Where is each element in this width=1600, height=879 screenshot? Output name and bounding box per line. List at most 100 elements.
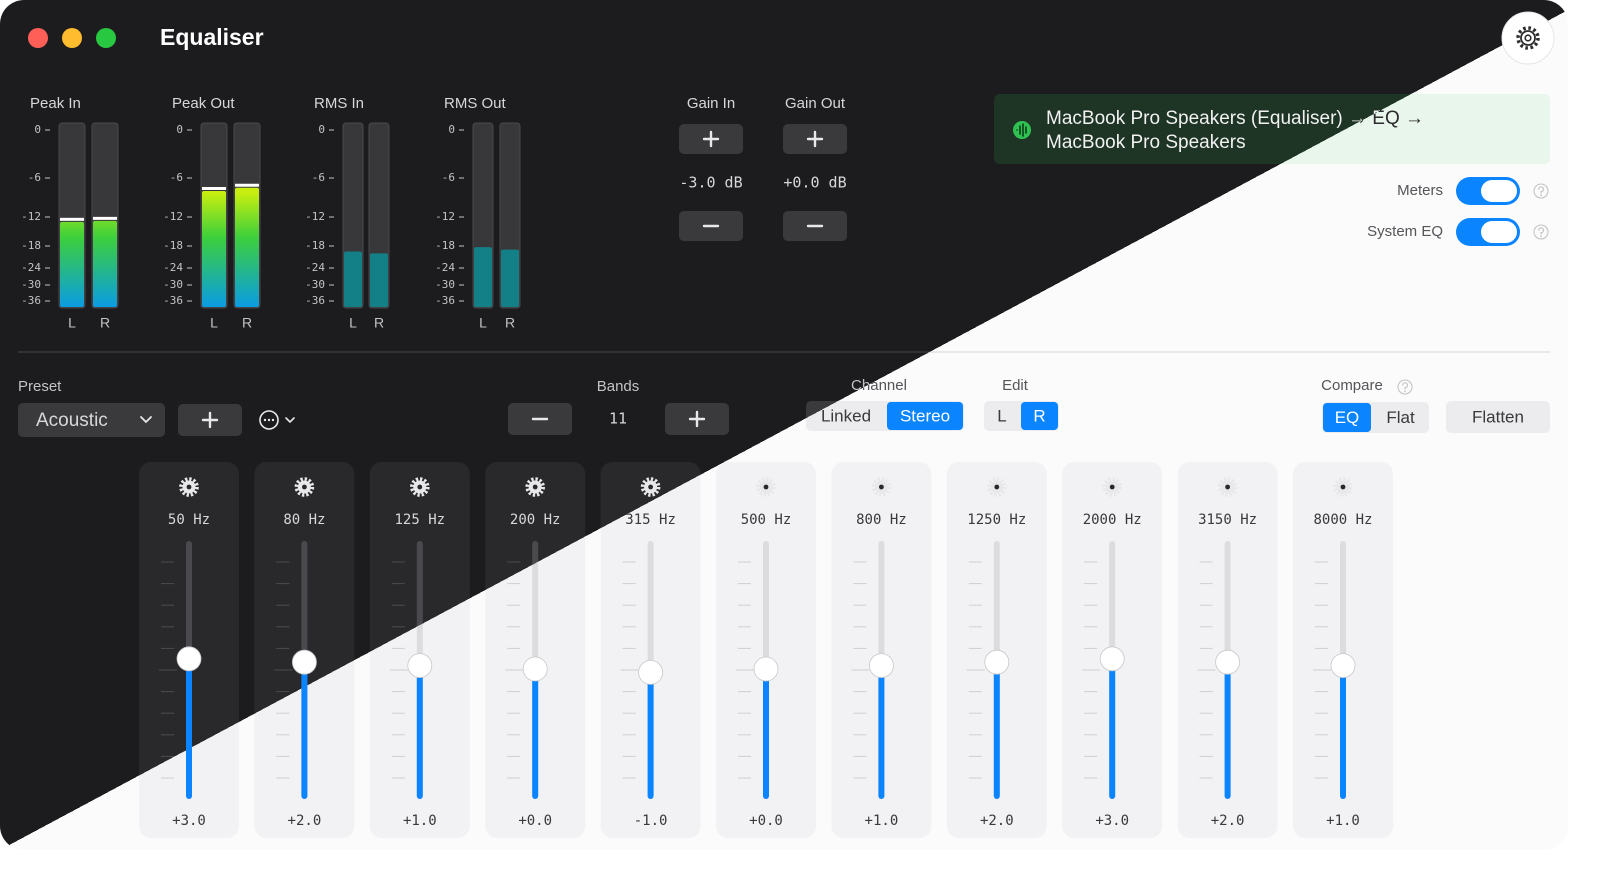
help-icon[interactable] bbox=[1397, 379, 1413, 395]
gear-teeth bbox=[1102, 477, 1122, 497]
help-icon[interactable] bbox=[1533, 224, 1549, 240]
more-dot bbox=[271, 418, 275, 422]
close-button[interactable] bbox=[28, 28, 48, 48]
meter-scale-label: -18 bbox=[21, 239, 41, 252]
settings-button[interactable] bbox=[1501, 11, 1555, 65]
settings-gear-hub bbox=[1524, 34, 1532, 42]
slider-knob[interactable] bbox=[176, 646, 202, 672]
meter-channel-label: R bbox=[374, 315, 384, 331]
gear-teeth bbox=[640, 477, 661, 497]
gear-teeth bbox=[1217, 477, 1238, 497]
slider-knob[interactable] bbox=[638, 660, 663, 685]
meter-level bbox=[501, 249, 519, 307]
meter-peak-hold bbox=[93, 216, 117, 220]
edit-selected[interactable] bbox=[1021, 402, 1058, 430]
meter-peak-hold bbox=[235, 183, 259, 187]
gear-hole bbox=[186, 484, 192, 490]
band-settings-button[interactable] bbox=[1217, 477, 1238, 497]
band-gain: +3.0 bbox=[1095, 813, 1129, 829]
more-dot bbox=[267, 418, 271, 422]
routing-wave-icon bbox=[1016, 123, 1027, 137]
band-settings-button[interactable] bbox=[986, 477, 1007, 497]
slider-fill bbox=[647, 672, 654, 799]
slider-knob[interactable] bbox=[1330, 653, 1356, 678]
compare-option[interactable]: EQ bbox=[1335, 408, 1360, 427]
slider-fill bbox=[301, 662, 308, 799]
meter-scale-label: -18 bbox=[163, 239, 183, 252]
slider-knob[interactable] bbox=[407, 653, 433, 678]
meter-scale-label: -24 bbox=[435, 261, 455, 274]
help-icon[interactable] bbox=[1533, 183, 1549, 199]
meter-scale-label: -30 bbox=[21, 278, 41, 291]
help-ring bbox=[1397, 379, 1413, 395]
slider-knob[interactable] bbox=[291, 649, 317, 675]
slider-fill bbox=[878, 665, 885, 799]
channel-selected[interactable] bbox=[887, 402, 963, 430]
edit-option[interactable]: L bbox=[997, 406, 1006, 425]
preset-dropdown[interactable] bbox=[18, 403, 165, 437]
meter-scale-label: 0 bbox=[318, 123, 325, 136]
band-settings-button[interactable] bbox=[294, 477, 315, 497]
channel-label: Channel bbox=[851, 377, 907, 394]
toggle-switch[interactable] bbox=[1456, 177, 1520, 205]
band-gain: +3.0 bbox=[172, 813, 206, 829]
gear-teeth bbox=[525, 477, 546, 497]
band-settings-button[interactable] bbox=[179, 477, 199, 497]
toggle-switch[interactable] bbox=[1456, 218, 1520, 246]
edit-option[interactable]: R bbox=[1033, 406, 1045, 425]
band-settings-button[interactable] bbox=[871, 477, 892, 497]
slider-fill bbox=[993, 662, 1000, 799]
slider-knob[interactable] bbox=[869, 653, 894, 678]
meter-scale-label: -30 bbox=[163, 278, 183, 291]
band-frequency: 8000 Hz bbox=[1313, 512, 1372, 528]
meter-channel-label: L bbox=[479, 315, 487, 331]
slider-knob[interactable] bbox=[522, 656, 548, 682]
slider-knob[interactable] bbox=[753, 656, 779, 682]
preset-label: Preset bbox=[18, 378, 62, 395]
meter-scale-label: -12 bbox=[435, 210, 455, 223]
zoom-button[interactable] bbox=[96, 28, 116, 48]
flatten-button[interactable] bbox=[1446, 401, 1550, 433]
meter-channel-label: R bbox=[242, 315, 252, 331]
band-frequency: 500 Hz bbox=[741, 512, 792, 528]
more-icon[interactable] bbox=[259, 410, 279, 430]
band-settings-button[interactable] bbox=[409, 477, 430, 497]
slider-knob[interactable] bbox=[984, 649, 1010, 675]
channel-option[interactable]: Stereo bbox=[900, 406, 950, 425]
meter-scale-label: -36 bbox=[21, 294, 41, 307]
meter-channel-label: L bbox=[68, 315, 76, 331]
band-settings-button[interactable] bbox=[525, 477, 546, 497]
meter-channel-label: L bbox=[210, 315, 218, 331]
band-gain: +1.0 bbox=[403, 813, 437, 829]
routing-banner bbox=[994, 94, 1550, 164]
band-settings-button[interactable] bbox=[1102, 477, 1122, 497]
meter-scale-label: -6 bbox=[442, 171, 455, 184]
meter-scale-label: -30 bbox=[305, 278, 325, 291]
meter-scale-label: -36 bbox=[305, 294, 325, 307]
help-mark bbox=[1402, 382, 1409, 390]
slider-fill bbox=[416, 665, 423, 799]
band-settings-button[interactable] bbox=[640, 477, 661, 497]
gear-teeth bbox=[409, 477, 430, 497]
band-settings-button[interactable] bbox=[756, 477, 776, 497]
bands-value: 11 bbox=[609, 410, 627, 428]
slider-knob[interactable] bbox=[1215, 649, 1240, 675]
compare-selected[interactable] bbox=[1323, 403, 1371, 432]
help-ring bbox=[1533, 183, 1549, 199]
band-settings-button[interactable] bbox=[1333, 477, 1353, 497]
band-gain: +2.0 bbox=[1211, 813, 1245, 829]
compare-label: Compare bbox=[1321, 377, 1383, 394]
meter-scale-label: -30 bbox=[435, 278, 455, 291]
settings-gear-teeth bbox=[1516, 26, 1540, 50]
channel-option[interactable]: Linked bbox=[821, 406, 871, 425]
slider-knob[interactable] bbox=[1099, 646, 1125, 672]
compare-option[interactable]: Flat bbox=[1386, 408, 1415, 427]
meter-level bbox=[344, 251, 362, 307]
help-dot bbox=[1540, 194, 1542, 197]
plus-icon bbox=[806, 130, 824, 148]
minimise-button[interactable] bbox=[62, 28, 82, 48]
meter-scale-label: -6 bbox=[170, 171, 183, 184]
help-dot bbox=[1404, 390, 1406, 393]
gear-hole bbox=[648, 484, 653, 490]
